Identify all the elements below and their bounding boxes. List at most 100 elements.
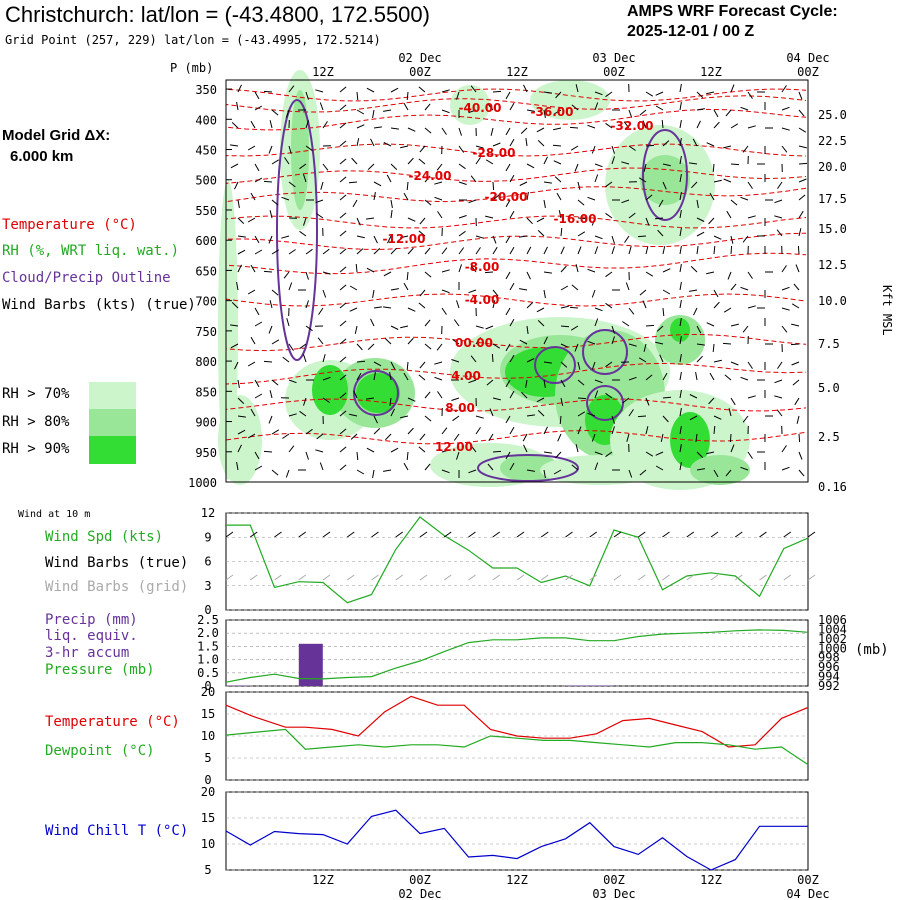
wind-barb xyxy=(798,145,807,149)
wind-barb xyxy=(441,247,448,255)
wind-barb xyxy=(543,379,546,388)
wind-barb xyxy=(696,199,699,208)
wind-barb xyxy=(798,451,803,460)
height-tick-label: 0.16 xyxy=(818,480,847,494)
wind-barb xyxy=(730,323,739,327)
temperature-contour-label: 8.00 xyxy=(445,401,475,415)
wind-barb xyxy=(724,374,732,381)
wind-barb-true xyxy=(565,531,573,538)
temperature-tick-label: 20 xyxy=(201,685,215,699)
wind-barb xyxy=(643,163,647,172)
wind-barb xyxy=(605,451,613,458)
wind-barb xyxy=(271,159,280,165)
wind-barb xyxy=(656,325,664,332)
wind-barb xyxy=(679,120,682,129)
wind-barb xyxy=(706,142,715,147)
wind-barb xyxy=(645,144,655,147)
wind-barb xyxy=(776,409,783,417)
wind-barb xyxy=(713,289,719,298)
wind-barb xyxy=(418,230,426,237)
wind-barb xyxy=(742,145,749,153)
wind-barb xyxy=(419,289,426,297)
wind-barb xyxy=(356,91,359,101)
wind-barb xyxy=(437,391,443,399)
wind-barb xyxy=(303,174,307,183)
temperature-contour-label: -8.00 xyxy=(465,260,500,274)
wind-barb xyxy=(406,361,409,371)
wind-barb xyxy=(254,307,260,316)
wind-barb xyxy=(794,397,800,406)
wind-barb xyxy=(383,271,392,277)
wind-barb xyxy=(505,127,511,136)
legend-precip-liq: liq. equiv. xyxy=(45,628,138,644)
wind-barb xyxy=(390,408,395,417)
wind-barb xyxy=(706,451,715,455)
wind-barb-grid xyxy=(637,574,646,581)
legend-precip: Precip (mm) xyxy=(45,612,138,628)
wind-barb xyxy=(509,318,515,327)
wind-barb xyxy=(339,140,347,147)
wind-barb xyxy=(713,359,722,363)
legend-rh80-label: RH > 80% xyxy=(2,414,70,430)
wind-barb xyxy=(271,339,280,345)
wind-barb xyxy=(713,301,720,309)
wind-barb-true xyxy=(516,531,525,538)
wind-barb xyxy=(356,217,361,226)
wind-barb xyxy=(730,361,739,366)
wind-barb xyxy=(424,463,431,471)
wind-barb xyxy=(730,245,733,255)
wind-barb-grid xyxy=(686,574,695,581)
wind-barb xyxy=(505,235,511,244)
wind10m-tick-label: 12 xyxy=(201,506,215,520)
wind-barb xyxy=(509,210,515,219)
wind-barb xyxy=(696,451,704,458)
wind-barb xyxy=(594,91,603,96)
wind-barb-true xyxy=(346,531,355,538)
wind-barb xyxy=(662,140,670,147)
legend-rh70-swatch xyxy=(89,382,136,409)
wind-barb xyxy=(558,210,562,219)
wind-barb xyxy=(387,235,392,244)
wind-barb xyxy=(424,103,431,111)
wind-barb xyxy=(624,235,630,243)
wind-barb xyxy=(373,306,382,309)
temperature-contour-label: -4.00 xyxy=(465,293,500,307)
wind-barb xyxy=(543,156,548,165)
wind-barb xyxy=(339,464,347,471)
wind-barb xyxy=(317,337,324,345)
temperature-tick-label: 0 xyxy=(204,773,211,787)
wind-barb xyxy=(594,246,599,255)
wind-barb xyxy=(492,194,500,201)
wind-barb xyxy=(689,394,698,399)
wind-barb xyxy=(628,469,633,478)
wind-barb xyxy=(348,181,358,184)
wind-barb xyxy=(453,433,460,441)
wind-barb-true xyxy=(734,531,743,538)
wind-barb xyxy=(250,192,256,201)
wind-barb xyxy=(543,271,552,274)
wind-barb xyxy=(230,144,239,147)
wind-barb xyxy=(611,235,615,244)
wind-barb xyxy=(492,450,502,453)
wind-barb xyxy=(781,445,787,453)
wind-barb xyxy=(740,196,749,201)
wind-barb xyxy=(594,451,603,456)
wind-barb xyxy=(436,163,443,171)
wind-barb xyxy=(406,181,409,191)
wind-barb xyxy=(661,119,664,129)
wind-barb xyxy=(390,325,399,330)
wind-barb-true xyxy=(395,531,404,538)
wind-barb xyxy=(747,215,756,219)
wind-barb xyxy=(456,91,460,100)
wind-barb xyxy=(722,342,732,345)
wind-barb xyxy=(339,284,347,291)
wind-barb xyxy=(282,356,290,363)
wind-barb xyxy=(555,91,562,99)
wind-barb xyxy=(407,157,414,165)
wind-barb xyxy=(628,307,635,315)
rh-shade-7 xyxy=(312,365,348,415)
wind-barb xyxy=(791,323,800,327)
wind-barb xyxy=(303,217,307,226)
precip-tick-label: 0 xyxy=(204,679,211,693)
wind-barb xyxy=(407,337,414,345)
